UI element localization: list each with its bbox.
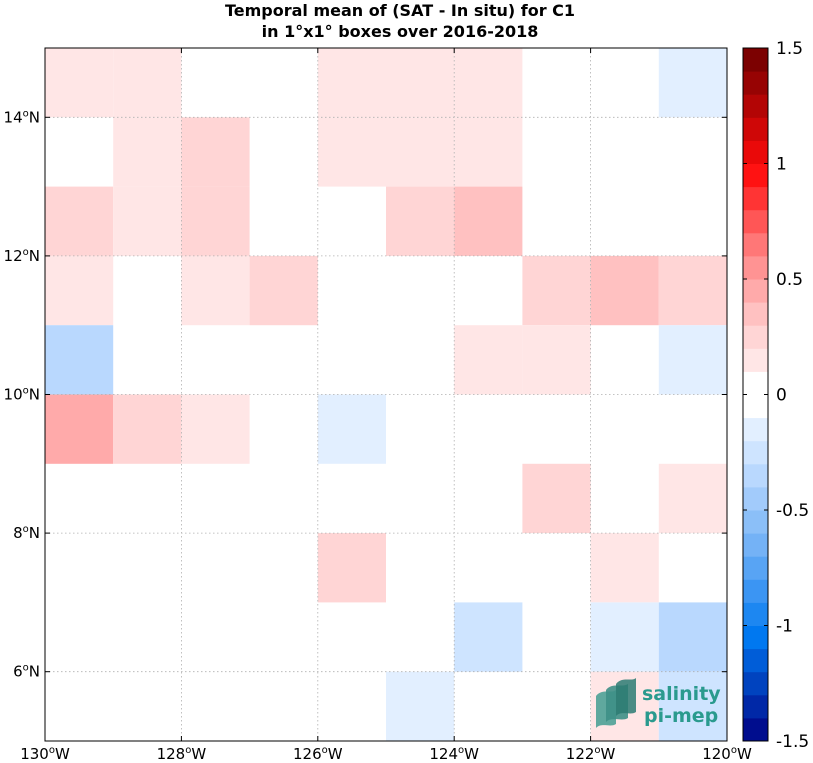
logo-text-pi-mep: pi-mep <box>644 705 718 727</box>
heatmap-cell <box>522 325 591 395</box>
colorbar-segment <box>743 602 768 626</box>
logo-text-salinity: salinity <box>642 683 721 705</box>
heatmap-cell <box>658 671 727 741</box>
colorbar-segment <box>743 71 768 95</box>
colorbar-segment <box>743 486 768 511</box>
colorbar-segment <box>743 371 768 395</box>
heatmap-cell <box>590 533 659 603</box>
heatmap-cell <box>181 394 250 464</box>
colorbar-segment <box>743 255 768 280</box>
heatmap-cell <box>658 463 727 534</box>
heatmap-cell <box>113 394 182 464</box>
colorbar-segment <box>743 348 768 372</box>
heatmap-cell <box>590 602 659 672</box>
colorbar-segment <box>743 463 768 488</box>
colorbar-segment <box>743 417 768 442</box>
colorbar-segment <box>743 140 768 164</box>
chart-title-line1: Temporal mean of (SAT - In situ) for C1 <box>224 1 576 20</box>
colorbar-tick-label: -0.5 <box>776 501 809 521</box>
heatmap-cell <box>590 255 659 326</box>
colorbar-segment <box>743 694 768 719</box>
x-tick-label: 120oW <box>702 745 752 763</box>
salinity-pi-mep-logo: salinity pi-mep <box>596 678 721 728</box>
y-tick-label: 6oN <box>13 663 40 681</box>
y-tick-label: 8oN <box>13 524 40 542</box>
colorbar-segment <box>743 302 768 326</box>
heatmap-cell <box>317 117 386 187</box>
x-tick-label: 130oW <box>20 745 70 763</box>
heatmap-cell <box>113 48 182 118</box>
heatmap-cell <box>317 394 386 464</box>
colorbar <box>742 47 769 742</box>
heatmap-cell <box>522 255 591 326</box>
heatmap-cell <box>181 117 250 187</box>
heatmap-cell <box>45 325 114 395</box>
colorbar-segment <box>743 186 768 211</box>
colorbar-segment <box>743 648 768 673</box>
heatmap-cell <box>45 48 114 118</box>
colorbar-segment <box>743 579 768 603</box>
heatmap-cell <box>45 394 114 464</box>
heatmap-cell <box>658 602 727 672</box>
heatmap-cell <box>658 325 727 395</box>
heatmap-cell <box>181 186 250 256</box>
x-tick-label: 122oW <box>566 745 616 763</box>
colorbar-segment <box>743 440 768 465</box>
heatmap-cell <box>658 255 727 326</box>
heatmap-cell <box>45 255 114 326</box>
wave-logo-icon <box>596 678 636 728</box>
colorbar-segment <box>743 232 768 257</box>
heatmap-cell <box>249 255 318 326</box>
colorbar-tick-label: 0 <box>776 386 787 406</box>
colorbar-segment <box>743 117 768 141</box>
heatmap-cell <box>454 325 523 395</box>
x-tick-label: 128oW <box>157 745 207 763</box>
heatmap-cell <box>658 48 727 118</box>
colorbar-segment <box>743 325 768 349</box>
heatmap-cell <box>113 117 182 187</box>
colorbar-segment <box>743 94 768 118</box>
heatmap-cell <box>386 186 455 256</box>
colorbar-tick-label: -1 <box>776 617 793 637</box>
heatmap-cell <box>386 117 455 187</box>
colorbar-tick-label: 0.5 <box>776 270 803 290</box>
colorbar-ticks: 1.5 1 0.5 0 -0.5 -1 -1.5 <box>743 39 809 752</box>
x-tick-label: 126oW <box>293 745 343 763</box>
chart-title-line2: in 1°x1° boxes over 2016-2018 <box>261 22 539 41</box>
colorbar-segment <box>743 394 768 419</box>
colorbar-segment <box>743 279 768 303</box>
heatmap-cell <box>181 255 250 326</box>
y-tick-label: 12oN <box>4 247 40 265</box>
colorbar-segment <box>743 625 768 650</box>
colorbar-segment <box>743 717 768 742</box>
colorbar-tick-label: 1 <box>776 155 787 175</box>
colorbar-tick-label: -1.5 <box>776 732 809 752</box>
colorbar-segment <box>743 671 768 696</box>
y-tick-label: 10oN <box>4 386 40 404</box>
x-tick-label: 124oW <box>429 745 479 763</box>
heatmap-cell <box>386 48 455 118</box>
heatmap-cell <box>454 48 523 118</box>
colorbar-segment <box>743 48 768 72</box>
heatmap-cells <box>45 48 727 741</box>
heatmap-cell <box>454 117 523 187</box>
axis-ticks: 130oW 128oW 126oW 124oW 122oW 120oW 6oN 8oN 10oN… <box>4 48 752 763</box>
heatmap-cell <box>454 602 523 672</box>
colorbar-tick-label: 1.5 <box>776 39 803 59</box>
heatmap-cell <box>45 186 114 256</box>
colorbar-segment <box>743 533 768 557</box>
heatmap-cell <box>522 463 591 534</box>
heatmap-cell <box>386 671 455 741</box>
heatmap-cell <box>454 186 523 256</box>
heatmap-cell <box>317 48 386 118</box>
colorbar-segment <box>743 163 768 188</box>
heatmap-cell <box>113 186 182 256</box>
colorbar-segment <box>743 209 768 234</box>
colorbar-segment <box>743 510 768 534</box>
y-tick-label: 14oN <box>4 108 40 126</box>
colorbar-segment <box>743 556 768 580</box>
heatmap-cell <box>317 533 386 603</box>
